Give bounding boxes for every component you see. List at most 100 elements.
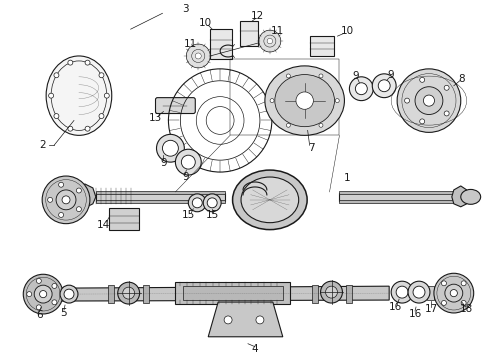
Circle shape [444, 111, 449, 116]
Circle shape [76, 207, 81, 212]
Bar [96, 200, 225, 203]
Text: 16: 16 [389, 302, 402, 312]
Circle shape [408, 281, 430, 303]
Circle shape [445, 284, 463, 302]
FancyBboxPatch shape [210, 29, 232, 59]
Ellipse shape [241, 177, 299, 223]
Ellipse shape [275, 75, 335, 127]
Circle shape [434, 273, 474, 313]
Text: 3: 3 [182, 4, 189, 14]
Circle shape [319, 123, 323, 127]
Circle shape [405, 98, 410, 103]
Circle shape [444, 85, 449, 90]
Bar [96, 193, 225, 201]
Bar [108, 285, 114, 303]
Text: 13: 13 [149, 113, 162, 123]
Circle shape [27, 292, 32, 297]
Text: 16: 16 [408, 309, 422, 319]
Circle shape [355, 83, 368, 95]
Circle shape [48, 197, 52, 202]
Text: 4: 4 [252, 344, 258, 354]
Circle shape [397, 69, 461, 132]
Ellipse shape [233, 170, 307, 230]
Circle shape [378, 80, 390, 92]
Circle shape [267, 39, 272, 44]
Circle shape [163, 140, 178, 156]
Circle shape [104, 93, 109, 98]
Bar [340, 193, 454, 201]
Text: 9: 9 [388, 70, 394, 80]
FancyBboxPatch shape [155, 98, 196, 113]
Circle shape [76, 188, 81, 193]
Text: 11: 11 [184, 39, 197, 49]
Polygon shape [77, 184, 96, 208]
Circle shape [62, 196, 70, 204]
Circle shape [42, 176, 90, 224]
Circle shape [85, 126, 90, 131]
Circle shape [99, 114, 104, 118]
Text: 8: 8 [459, 74, 465, 84]
Text: 9: 9 [160, 158, 167, 168]
Circle shape [196, 53, 201, 59]
Text: 18: 18 [460, 304, 473, 314]
Circle shape [286, 123, 291, 127]
Bar [340, 191, 454, 194]
Polygon shape [208, 302, 283, 337]
Ellipse shape [461, 189, 481, 204]
Text: 7: 7 [308, 143, 315, 153]
Circle shape [60, 285, 78, 303]
Text: 1: 1 [344, 173, 351, 183]
Circle shape [224, 316, 232, 324]
Circle shape [461, 301, 466, 305]
Circle shape [296, 92, 314, 109]
Circle shape [270, 99, 274, 103]
Text: 5: 5 [60, 308, 66, 318]
Circle shape [122, 287, 135, 299]
Circle shape [56, 190, 76, 210]
Text: 14: 14 [97, 220, 110, 230]
Text: 9: 9 [352, 71, 359, 81]
Circle shape [68, 126, 73, 131]
Circle shape [36, 305, 41, 310]
Text: 15: 15 [182, 210, 195, 220]
FancyBboxPatch shape [427, 286, 434, 300]
FancyBboxPatch shape [240, 21, 258, 46]
Circle shape [85, 60, 90, 65]
Circle shape [59, 182, 64, 187]
Bar [183, 286, 283, 300]
Circle shape [325, 286, 338, 298]
Bar [312, 285, 318, 303]
Circle shape [49, 93, 53, 98]
Bar [340, 200, 454, 203]
Circle shape [188, 194, 206, 212]
Circle shape [420, 119, 425, 124]
Circle shape [192, 198, 202, 208]
Circle shape [319, 74, 323, 78]
FancyBboxPatch shape [109, 208, 139, 230]
Circle shape [413, 286, 425, 298]
Text: 10: 10 [198, 18, 212, 28]
Text: 9: 9 [182, 172, 189, 182]
Circle shape [52, 283, 57, 288]
Circle shape [99, 73, 104, 78]
Circle shape [423, 95, 435, 106]
Circle shape [186, 44, 210, 68]
Circle shape [52, 300, 57, 305]
Bar [346, 285, 352, 303]
Circle shape [256, 316, 264, 324]
Circle shape [259, 30, 281, 52]
Circle shape [461, 281, 466, 286]
Circle shape [54, 73, 59, 78]
Circle shape [441, 301, 446, 305]
Bar [143, 285, 148, 303]
Circle shape [36, 278, 41, 283]
Ellipse shape [46, 56, 112, 135]
Text: 15: 15 [206, 210, 219, 220]
Circle shape [59, 212, 64, 217]
Bar [175, 282, 290, 304]
Circle shape [286, 74, 291, 78]
FancyBboxPatch shape [310, 36, 335, 56]
Circle shape [372, 74, 396, 98]
Circle shape [64, 289, 74, 299]
Circle shape [156, 134, 184, 162]
